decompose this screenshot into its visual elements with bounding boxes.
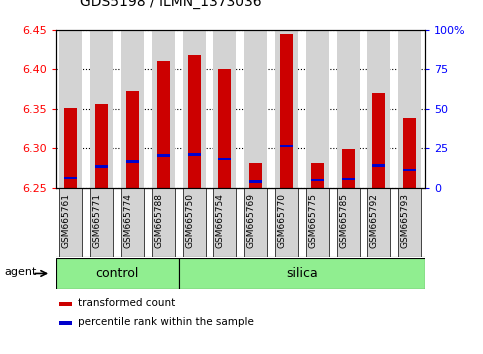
Bar [218, 69, 231, 188]
Bar [152, 30, 175, 188]
Text: GSM665793: GSM665793 [400, 193, 410, 248]
Bar [341, 149, 355, 188]
Text: transformed count: transformed count [78, 298, 175, 308]
Bar [152, 188, 175, 257]
Bar [121, 30, 144, 188]
Bar [398, 30, 421, 188]
Text: GDS5198 / ILMN_1373036: GDS5198 / ILMN_1373036 [80, 0, 261, 9]
Bar [367, 188, 390, 257]
Bar [56, 258, 179, 289]
Bar [157, 154, 170, 156]
Bar [280, 145, 293, 147]
Bar [275, 30, 298, 188]
Text: GSM665788: GSM665788 [154, 193, 163, 248]
Text: GSM665775: GSM665775 [308, 193, 317, 248]
Text: agent: agent [4, 267, 37, 277]
Text: GSM665792: GSM665792 [370, 193, 379, 248]
Bar [398, 188, 421, 257]
Bar [64, 177, 77, 179]
Text: GSM665761: GSM665761 [62, 193, 71, 248]
Bar [337, 30, 360, 188]
Bar [59, 188, 83, 257]
Bar [187, 55, 200, 188]
Text: GSM665750: GSM665750 [185, 193, 194, 248]
Bar [249, 180, 262, 183]
Bar [187, 153, 200, 156]
Bar [372, 164, 385, 167]
Text: silica: silica [286, 267, 318, 280]
Bar [90, 188, 114, 257]
Bar [403, 169, 416, 171]
Text: control: control [96, 267, 139, 280]
Bar [280, 34, 293, 188]
Text: GSM665771: GSM665771 [93, 193, 102, 248]
Bar [183, 30, 206, 188]
Bar [244, 188, 267, 257]
Bar [179, 258, 425, 289]
Bar [213, 188, 237, 257]
Bar [126, 91, 139, 188]
Bar [249, 163, 262, 188]
Text: GSM665785: GSM665785 [339, 193, 348, 248]
Bar [59, 30, 83, 188]
Bar [126, 160, 139, 163]
Bar [121, 188, 144, 257]
Bar [367, 30, 390, 188]
Bar [403, 118, 416, 188]
Bar [306, 30, 329, 188]
Bar [157, 61, 170, 188]
Bar [95, 165, 108, 167]
Bar [341, 178, 355, 180]
Text: GSM665769: GSM665769 [247, 193, 256, 248]
Bar [59, 321, 72, 325]
Bar [213, 30, 237, 188]
Text: GSM665774: GSM665774 [124, 193, 132, 248]
Bar [311, 178, 324, 181]
Bar [275, 188, 298, 257]
Bar [372, 93, 385, 188]
Text: percentile rank within the sample: percentile rank within the sample [78, 317, 254, 327]
Bar [218, 158, 231, 160]
Bar [64, 108, 77, 188]
Bar [311, 163, 324, 188]
Bar [95, 104, 108, 188]
Bar [244, 30, 267, 188]
Bar [306, 188, 329, 257]
Bar [183, 188, 206, 257]
Text: GSM665770: GSM665770 [277, 193, 286, 248]
Text: GSM665754: GSM665754 [216, 193, 225, 248]
Bar [90, 30, 114, 188]
Bar [59, 302, 72, 306]
Bar [337, 188, 360, 257]
